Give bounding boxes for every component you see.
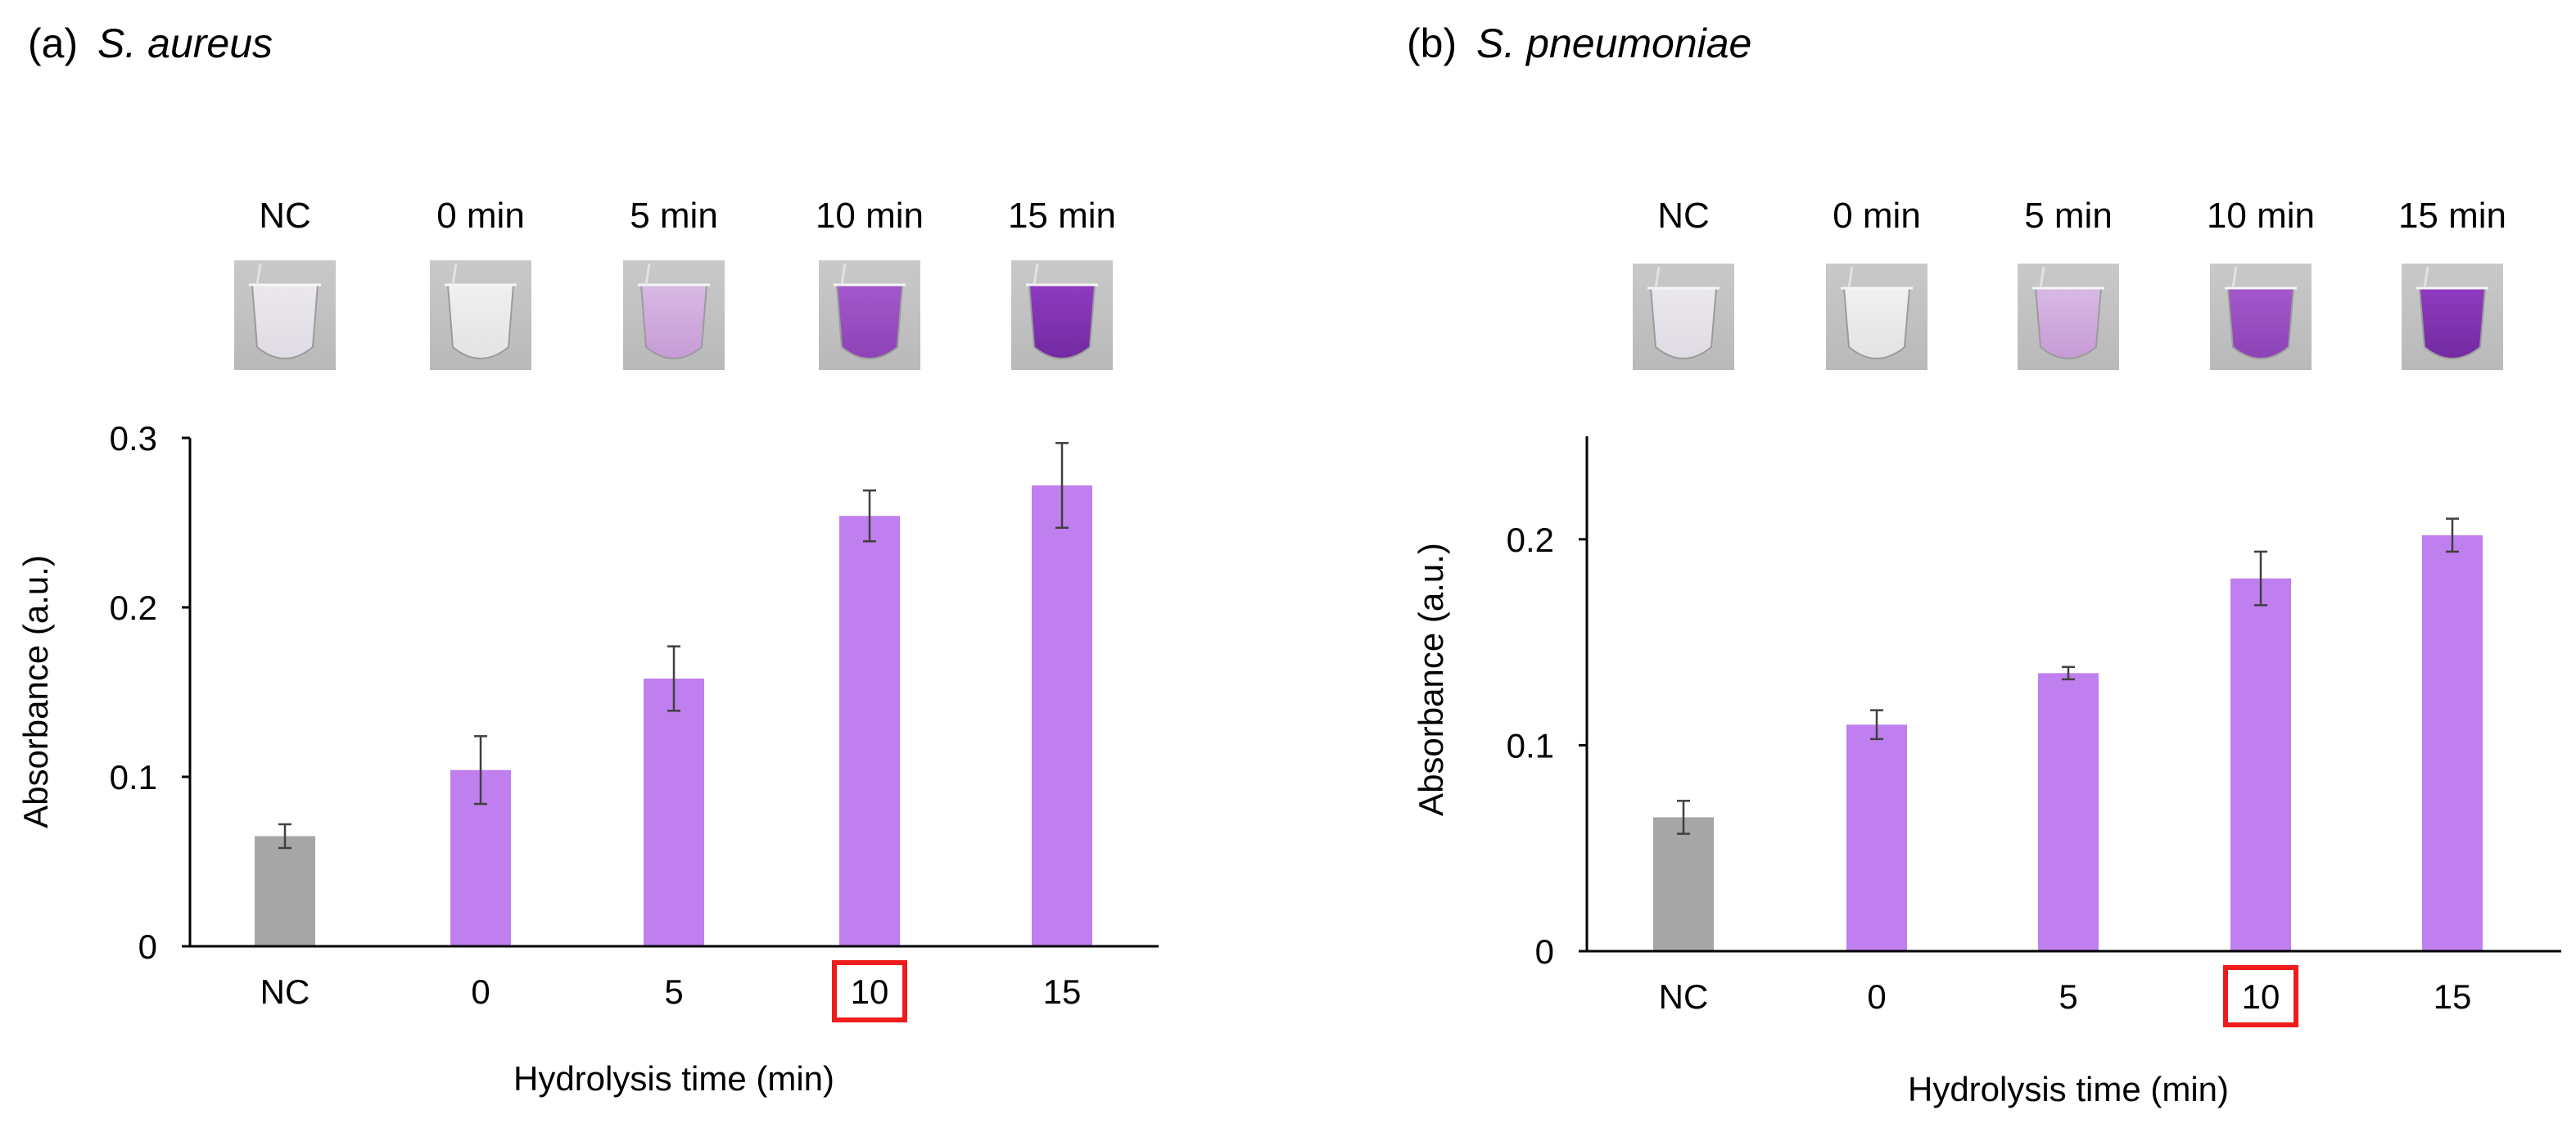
panel-b-tube-label: 0 min	[1833, 196, 1921, 236]
panel-b-tube-label: 5 min	[2024, 196, 2113, 236]
panel-b-tube-liquid	[2418, 287, 2487, 359]
panel-b-y-tick-label: 0.1	[1507, 726, 1554, 765]
panel-b-error-bar-10	[2254, 550, 2267, 607]
panel-b-x-tick-label: 15	[2434, 977, 2472, 1016]
panel-a-tube-wall	[1033, 263, 1039, 286]
panel-b-tube-label: NC	[1657, 196, 1710, 236]
panel-a-tube-liquid	[639, 284, 708, 359]
panel-b-tube-image-3	[2210, 264, 2312, 370]
panel-a-y-tick-label: 0	[138, 927, 157, 966]
panel-a-tube-label: 15 min	[1008, 196, 1116, 236]
panel-b-bar-15	[2422, 535, 2483, 951]
panel-a-tube-liquid	[1028, 284, 1096, 359]
panel-a-y-tick-label: 0.1	[110, 758, 157, 796]
panel-a-tube-image-0	[234, 260, 336, 370]
panel-a-organism: S. aureus	[97, 20, 273, 66]
panel-b-tube-liquid	[2226, 287, 2295, 359]
panel-b-tube-image-1	[1826, 264, 1927, 370]
panel-a-x-tick-label: NC	[260, 972, 310, 1011]
panel-b-tube-liquid	[1842, 287, 1911, 359]
panel-a-tube-wall	[255, 263, 262, 286]
panel-b-tube-wall	[2231, 266, 2238, 289]
panel-a-bar-10	[839, 516, 900, 946]
panel-b-bar-5	[2038, 673, 2099, 951]
chart-panel-a: NC 0 min 5 min 10 min 15 min 0 0.1 0.2 0.3 NC 0 5 10…	[16, 196, 1159, 1098]
panel-a-tube-image-3	[819, 260, 920, 370]
panel-b-tube-image-2	[2018, 264, 2119, 370]
panel-a-x-axis-title: Hydrolysis time (min)	[513, 1059, 834, 1098]
panel-a-tube-wall	[840, 263, 847, 286]
panel-b-y-axis-title: Absorbance (a.u.)	[1412, 543, 1450, 816]
panel-b-tube-liquid	[2034, 287, 2103, 359]
panel-a-tube-label: 5 min	[630, 196, 718, 236]
panel-b-x-tick-label: NC	[1659, 977, 1709, 1016]
panel-a-y-axis-title: Absorbance (a.u.)	[16, 555, 55, 828]
panel-b-tube-wall	[2039, 266, 2045, 289]
panel-b-tube-wall	[2423, 266, 2429, 289]
chart-panel-b: NC 0 min 5 min 10 min 15 min 0 0.1 0.2 NC 0 5 10 15 H…	[1412, 196, 2561, 1108]
panel-b-bar-NC	[1653, 817, 1714, 951]
panel-a-tube-wall	[451, 263, 458, 286]
panel-b-y-tick-label: 0	[1535, 932, 1554, 971]
panel-a-error-bar-15	[1055, 441, 1069, 529]
panel-a-error-bar-5	[667, 645, 680, 712]
panel-a-title: (a) S. aureus	[28, 20, 273, 66]
panel-b-tube-wall	[1654, 266, 1661, 289]
panel-a-x-tick-label: 10	[851, 972, 889, 1011]
panel-b-error-bar-15	[2446, 517, 2459, 553]
panel-a-tube-image-1	[430, 260, 531, 370]
panel-a-bar-15	[1032, 485, 1092, 946]
panel-a-error-bar-NC	[278, 823, 291, 850]
panel-b-bar-0	[1846, 724, 1907, 951]
panel-b-tube-image-4	[2402, 264, 2503, 370]
panel-a-tube-label: 10 min	[816, 196, 924, 236]
panel-a-prefix: (a)	[28, 20, 78, 66]
panel-b-tube-label: 10 min	[2207, 196, 2315, 236]
panel-a-bar-5	[644, 678, 704, 946]
panel-b-x-tick-label: 0	[1867, 977, 1886, 1016]
panel-b-error-bar-0	[1870, 709, 1883, 741]
panel-b-tube-image-0	[1633, 264, 1734, 370]
panel-b-bar-10	[2230, 578, 2291, 951]
panel-a-x-tick-label: 5	[664, 972, 683, 1011]
panel-b-error-bar-5	[2062, 666, 2075, 681]
panel-a-x-tick-label: 15	[1043, 972, 1082, 1011]
panel-a-highlight-box	[832, 960, 907, 1022]
panel-a-tube-image-2	[623, 260, 725, 370]
panel-b-tube-label: 15 min	[2398, 196, 2506, 236]
panel-b-organism: S. pneumoniae	[1476, 20, 1751, 66]
panel-b-prefix: (b)	[1407, 20, 1457, 66]
panel-a-bar-NC	[255, 836, 315, 946]
panel-b-x-axis-title: Hydrolysis time (min)	[1908, 1070, 2229, 1108]
panel-b-error-bar-NC	[1677, 800, 1690, 835]
panel-b-tube-wall	[1847, 266, 1854, 289]
panel-a-tube-label: 0 min	[436, 196, 525, 236]
panel-a-y-tick-label: 0.2	[110, 589, 157, 627]
panel-a-error-bar-10	[863, 489, 876, 543]
panel-b-x-tick-label: 10	[2242, 977, 2280, 1016]
panel-b-y-tick-label: 0.2	[1507, 521, 1554, 559]
panel-b-title: (b) S. pneumoniae	[1407, 20, 1751, 66]
panel-b-x-tick-label: 5	[2059, 977, 2077, 1016]
panel-a-x-tick-label: 0	[471, 972, 490, 1011]
panel-b-tube-liquid	[1649, 287, 1718, 359]
panel-b-highlight-box	[2223, 965, 2298, 1027]
panel-a-error-bar-0	[474, 735, 487, 805]
panel-a-tube-label: NC	[259, 196, 311, 236]
panel-a-tube-liquid	[251, 284, 319, 359]
panel-a-tube-image-4	[1011, 260, 1113, 370]
panel-a-tube-liquid	[835, 284, 904, 359]
panel-a-tube-wall	[644, 263, 651, 286]
panel-a-tube-liquid	[446, 284, 515, 359]
panel-a-y-tick-label: 0.3	[110, 419, 157, 458]
